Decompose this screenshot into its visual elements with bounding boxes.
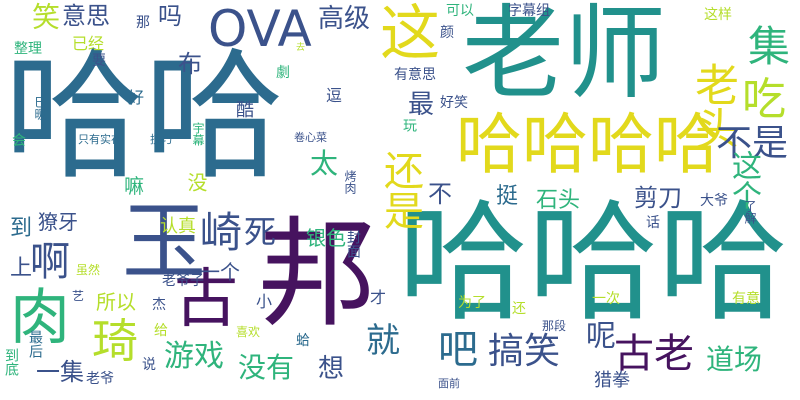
word-xiao-small: 小 xyxy=(256,292,273,311)
word-daye: 大爷 xyxy=(700,193,728,209)
word-youxi: 游戏 xyxy=(164,339,224,374)
word-gulao: 古老 xyxy=(614,331,694,377)
word-zheyang: 这样 xyxy=(704,7,732,23)
word-hai: 还 xyxy=(512,301,526,317)
word-tai: 太 xyxy=(310,147,339,180)
word-yan: 颜 xyxy=(440,25,454,41)
word-ova: OVA xyxy=(208,0,312,58)
word-gei: 给 xyxy=(154,323,168,339)
word-naduan: 那段 xyxy=(542,319,567,333)
word-bu-not: 不 xyxy=(428,180,452,208)
word-caiquan: 猎拳 xyxy=(594,370,630,391)
word-jiu: 就 xyxy=(366,321,400,361)
word-hahaha: 哈哈 xyxy=(4,36,285,199)
word-xiang: 想 xyxy=(318,354,345,384)
word-ma-q: 吗 xyxy=(158,2,182,30)
word-hui: 会 xyxy=(12,133,26,149)
word-gu: 古 xyxy=(174,263,238,337)
word-fengmian: 封面 xyxy=(345,230,361,258)
word-juanxincai: 卷心菜 xyxy=(294,131,327,144)
word-suiran: 虽然 xyxy=(76,263,101,277)
word-bang: 邦 xyxy=(258,205,377,343)
word-bu-cloth: 布 xyxy=(178,50,202,78)
word-yijing: 已经 xyxy=(72,34,105,53)
word-shuo: 说 xyxy=(142,357,156,373)
word-xihuan: 喜欢 xyxy=(236,325,261,339)
word-keyi: 可以 xyxy=(446,3,474,19)
word-jie: 杰 xyxy=(152,297,166,313)
word-ne: 呢 xyxy=(586,319,616,354)
word-zhengli: 整理 xyxy=(14,41,42,57)
word-sinuan: 巳暖 xyxy=(33,96,47,120)
word-yinse: 银色 xyxy=(306,226,346,250)
word-ma-ah: 嘛 xyxy=(124,174,144,198)
word-liaoya: 獠牙 xyxy=(38,210,78,234)
word-qu: 去 xyxy=(296,43,306,53)
word-ting: 挺 xyxy=(496,184,519,209)
word-dou: 逗 xyxy=(326,86,343,105)
word-jiandao: 剪刀 xyxy=(634,184,682,212)
word-jiqiao: 技巧 xyxy=(150,133,172,146)
word-hao: 好 xyxy=(128,88,145,107)
word-daodi: 到底 xyxy=(3,348,19,376)
word-rou: 肉 xyxy=(10,283,70,353)
word-zhege: 这个 xyxy=(726,150,761,210)
word-zui: 最 xyxy=(408,90,435,120)
word-a: 啊 xyxy=(30,239,70,285)
word-mei: 没 xyxy=(184,172,208,192)
word-mianqian: 面前 xyxy=(438,377,460,390)
word-zhe: 这 xyxy=(380,0,440,69)
word-ji: 集 xyxy=(748,22,791,71)
word-hahahaha: 哈哈哈哈 xyxy=(456,106,720,183)
word-yici: 一次 xyxy=(592,291,620,307)
word-meiyou: 没有 xyxy=(238,351,295,384)
word-wan: 玩 xyxy=(401,118,417,132)
word-yiji: 一集 xyxy=(36,358,84,386)
word-yige: 一个 xyxy=(200,260,240,284)
word-zuihou: 最后 xyxy=(27,330,43,358)
word-ju: 劇 xyxy=(276,65,290,81)
word-daochang: 道场 xyxy=(706,343,763,376)
word-haoxiao: 好笑 xyxy=(440,95,468,111)
word-kaorou: 烤肉 xyxy=(343,170,357,194)
word-ge: 蛤 xyxy=(296,333,310,349)
word-youyi: 有意 xyxy=(732,291,760,307)
word-gaoji: 高级 xyxy=(318,4,371,34)
word-hahaha-3: 哈哈哈 xyxy=(398,187,789,339)
word-yumu: 宇幕 xyxy=(191,122,205,146)
word-na: 那 xyxy=(136,15,150,31)
word-weile: 为了 xyxy=(458,295,486,311)
word-yao: 要 xyxy=(92,53,106,69)
word-hua: 话 xyxy=(646,215,660,231)
word-shang: 上 xyxy=(10,256,33,281)
word-gaoxiao: 搞笑 xyxy=(488,331,561,372)
word-haishi: 还是 xyxy=(377,150,423,230)
word-zimuzu: 字幕组 xyxy=(508,3,550,19)
word-bushi: 不是 xyxy=(716,123,789,164)
word-qi-jade: 琦 xyxy=(92,314,138,368)
word-laotou: 老头 xyxy=(687,62,738,150)
word-yu: 玉 xyxy=(122,193,207,291)
word-yisi: 意思 xyxy=(62,2,110,30)
word-ba: 吧 xyxy=(438,327,478,373)
word-shitou: 石头 xyxy=(536,188,581,213)
word-suoyi: 所以 xyxy=(96,290,136,314)
word-youyisi: 有意思 xyxy=(394,67,436,83)
word-laoyezi: 老爷子 xyxy=(162,273,204,289)
word-xiao: 笑 xyxy=(28,2,61,30)
word-si: 死 xyxy=(244,213,277,251)
word-chi: 吃 xyxy=(742,74,786,125)
word-laoshi: 老师 xyxy=(462,0,666,114)
word-qi-rough: 崎 xyxy=(200,208,243,257)
word-dao: 到 xyxy=(10,216,33,241)
word-cai: 才 xyxy=(370,288,387,307)
word-yi-art: 艺 xyxy=(72,289,85,303)
word-renzhen: 认真 xyxy=(160,216,196,237)
word-zhiyou-shizai: 只有实在 xyxy=(78,133,122,146)
word-liaojie: 了解 xyxy=(743,200,757,224)
word-laoye: 老爷 xyxy=(86,371,114,387)
word-ku: 酷 xyxy=(236,100,254,121)
